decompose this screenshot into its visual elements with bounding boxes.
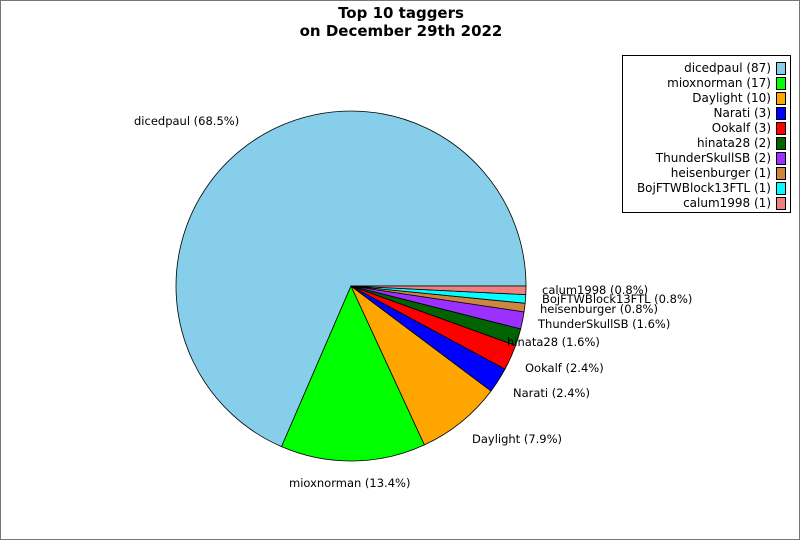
- legend-swatch: [776, 106, 786, 120]
- legend-item-heisenburger: heisenburger (1): [671, 164, 786, 182]
- legend-item-bojftwblock13ftl: BojFTWBlock13FTL (1): [637, 179, 786, 197]
- legend-item-mioxnorman: mioxnorman (17): [667, 74, 786, 92]
- pie-slice-calum1998: [350, 285, 527, 296]
- slice-label-daylight: Daylight (7.9%): [472, 432, 562, 446]
- slice-label-bojftwblock13ftl: BojFTWBlock13FTL (0.8%): [542, 292, 692, 306]
- legend-label: hinata28 (2): [696, 136, 771, 150]
- legend-label: heisenburger (1): [670, 166, 771, 180]
- legend-label: Narati (3): [713, 106, 771, 120]
- legend-item-ookalf: Ookalf (3): [712, 119, 786, 137]
- slice-label-mioxnorman: mioxnorman (13.4%): [289, 476, 410, 490]
- legend-label: Daylight (10): [692, 91, 771, 105]
- legend-item-hinata28: hinata28 (2): [697, 134, 786, 152]
- legend-swatch: [776, 76, 786, 90]
- legend-item-narati: Narati (3): [714, 104, 786, 122]
- legend-swatch: [776, 121, 786, 135]
- slice-label-dicedpaul: dicedpaul (68.5%): [134, 114, 239, 128]
- slice-label-calum1998: calum1998 (0.8%): [542, 283, 648, 297]
- legend-swatch: [776, 196, 786, 210]
- slice-label-ookalf: Ookalf (2.4%): [525, 361, 604, 375]
- legend-swatch: [776, 151, 786, 165]
- legend-swatch: [776, 166, 786, 180]
- legend-label: BojFTWBlock13FTL (1): [636, 181, 771, 195]
- slice-label-narati: Narati (2.4%): [513, 386, 590, 400]
- slice-label-heisenburger: heisenburger (0.8%): [540, 302, 658, 316]
- legend-swatch: [776, 136, 786, 150]
- legend-item-dicedpaul: dicedpaul (87): [684, 59, 786, 77]
- pie-slice-dicedpaul: [175, 110, 527, 448]
- chart-title-line2: on December 29th 2022: [299, 22, 503, 40]
- slice-label-thunderskullsb: ThunderSkullSB (1.6%): [537, 317, 670, 331]
- legend-label: Ookalf (3): [711, 121, 771, 135]
- legend-label: ThunderSkullSB (2): [655, 151, 771, 165]
- legend-label: mioxnorman (17): [667, 76, 771, 90]
- chart-title-line1: Top 10 taggers: [338, 4, 464, 22]
- legend-item-daylight: Daylight (10): [692, 89, 786, 107]
- legend-swatch: [776, 91, 786, 105]
- legend-swatch: [776, 61, 786, 75]
- legend-item-calum1998: calum1998 (1): [683, 194, 786, 212]
- legend-label: calum1998 (1): [683, 196, 771, 210]
- chart-title: Top 10 taggers on December 29th 2022: [1, 4, 800, 40]
- legend-swatch: [776, 181, 786, 195]
- legend-label: dicedpaul (87): [684, 61, 771, 75]
- legend-item-thunderskullsb: ThunderSkullSB (2): [656, 149, 786, 167]
- slice-label-hinata28: hinata28 (1.6%): [507, 335, 600, 349]
- chart-legend: dicedpaul (87) mioxnorman (17) Daylight (1…: [622, 55, 791, 213]
- pie-slice-mioxnorman: [281, 285, 425, 462]
